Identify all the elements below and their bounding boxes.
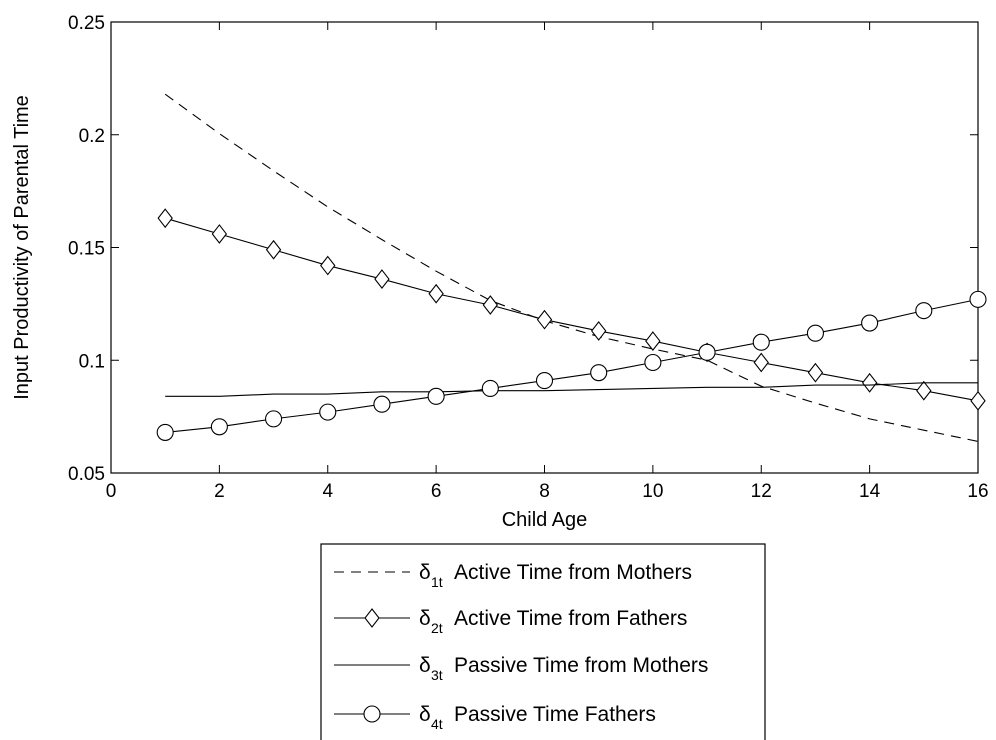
y-tick-label: 0.15: [68, 239, 105, 260]
legend-item: δ 2t Active Time from Fathers: [334, 607, 687, 636]
series-marker: [645, 331, 661, 351]
series-marker: [698, 343, 716, 361]
series-marker: [753, 352, 769, 373]
x-tick-label: 14: [859, 481, 881, 502]
series-marker: [536, 309, 553, 330]
y-axis-label: Input Productivity of Parental Time: [11, 95, 33, 400]
series-line: [164, 93, 979, 442]
series-marker: [915, 302, 933, 320]
legend-label: Active Time from Mothers: [454, 561, 692, 584]
series-marker: [807, 362, 824, 383]
series-1: [164, 93, 979, 442]
series-marker: [320, 255, 336, 276]
legend-symbol: δ: [419, 703, 431, 726]
series-marker: [211, 224, 228, 244]
y-tick-label: 0.2: [79, 126, 105, 147]
series-marker: [265, 410, 283, 428]
x-tick-label: 12: [751, 481, 772, 502]
y-tick-label: 0.05: [68, 464, 105, 485]
series-marker: [319, 403, 337, 421]
plot-frame: [110, 21, 979, 474]
series-marker: [806, 324, 824, 342]
series-marker: [590, 321, 607, 341]
legend-label: Passive Time from Mothers: [454, 654, 708, 677]
legend-marker: [363, 705, 381, 723]
series-marker: [590, 364, 608, 382]
legend-symbol: δ: [419, 607, 431, 630]
legend-subscript: 2t: [431, 620, 443, 636]
series-line: [165, 217, 979, 402]
series-marker: [373, 395, 391, 413]
series-marker: [644, 353, 662, 372]
series-4: [156, 290, 987, 441]
series-marker: [482, 295, 499, 315]
series-marker: [916, 380, 932, 401]
series-marker: [157, 208, 173, 229]
series-marker: [969, 290, 987, 308]
series-marker: [427, 387, 445, 405]
series-marker: [861, 372, 878, 393]
axes: 0 2 4 6 8 10 12 14 16 0.05 0.1 0.15 0.2 0.25 Child Age…: [11, 13, 989, 531]
legend-label: Passive Time Fathers: [454, 703, 656, 726]
series-marker: [535, 371, 554, 390]
x-axis-label: Child Age: [502, 509, 588, 531]
series-marker: [970, 390, 986, 411]
x-tick-label: 16: [967, 481, 988, 502]
legend-label: Active Time from Fathers: [454, 607, 687, 630]
x-tick-label: 2: [214, 481, 225, 502]
plot-area: [110, 21, 979, 474]
legend-subscript: 1t: [431, 574, 443, 590]
series-3: [165, 382, 978, 397]
legend-symbol: δ: [419, 654, 431, 677]
series-marker: [428, 283, 444, 304]
legend-marker: [364, 608, 380, 628]
legend-symbol: δ: [419, 561, 431, 584]
legend-item: δ 3t Passive Time from Mothers: [334, 654, 708, 683]
x-tick-label: 0: [106, 481, 117, 502]
legend-item: δ 4t Passive Time Fathers: [334, 703, 656, 732]
x-tick-label: 8: [539, 481, 550, 502]
series-marker: [752, 333, 770, 351]
series-marker: [210, 418, 228, 436]
y-tick-label: 0.25: [68, 13, 105, 34]
y-tick-label: 0.1: [79, 351, 105, 372]
series-marker: [156, 423, 174, 441]
legend-subscript: 3t: [431, 667, 443, 683]
x-tick-label: 10: [642, 481, 663, 502]
legend-box: [320, 543, 766, 740]
series-marker: [374, 269, 390, 289]
x-tick-label: 6: [431, 481, 442, 502]
series-marker: [265, 239, 282, 260]
series-marker: [861, 314, 879, 332]
series-line: [165, 382, 978, 397]
x-tick-label: 4: [322, 481, 333, 502]
legend-item: δ 1t Active Time from Mothers: [334, 561, 692, 590]
series-layer: [156, 93, 987, 442]
series-line: [165, 298, 979, 433]
series-marker: [481, 379, 499, 397]
legend-subscript: 4t: [431, 716, 443, 732]
